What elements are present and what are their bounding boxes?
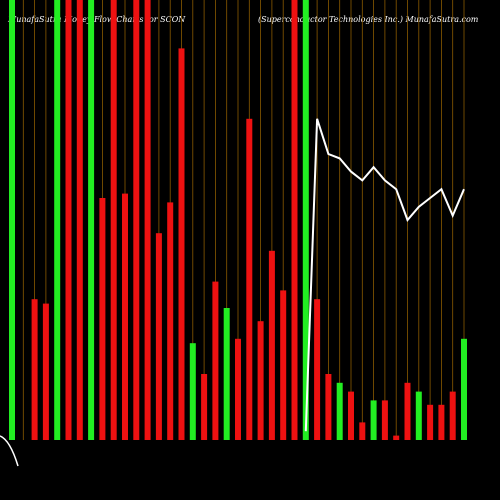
bar (133, 0, 140, 440)
bar (201, 374, 208, 440)
bar (381, 400, 388, 440)
bar (393, 435, 400, 440)
bar (291, 0, 298, 440)
bar (212, 281, 219, 440)
bar (314, 299, 321, 440)
bar (336, 382, 343, 440)
bar (99, 198, 106, 440)
bar (144, 0, 151, 440)
bar (268, 250, 275, 440)
bar (257, 321, 264, 440)
line (304, 118, 465, 432)
bar (461, 338, 467, 440)
bar (9, 0, 15, 440)
bar (438, 404, 445, 440)
bar (178, 48, 185, 441)
bar (189, 343, 196, 440)
bar (302, 0, 309, 440)
bar (348, 391, 354, 440)
bar (42, 303, 49, 440)
bar (223, 308, 230, 440)
bar (122, 193, 128, 440)
bar (280, 290, 287, 440)
bar (449, 391, 456, 440)
bar (415, 391, 422, 440)
decor-curve (0, 435, 19, 467)
bar (155, 233, 162, 440)
bar (54, 0, 61, 440)
bar (246, 118, 253, 441)
bar (359, 422, 366, 440)
bar (88, 0, 95, 440)
chart-subtitle: (Superconductor Technologies Inc.) Munaf… (258, 15, 479, 24)
bar (427, 404, 434, 440)
bar (370, 400, 377, 440)
bar (76, 0, 83, 440)
bar (110, 0, 117, 440)
bar (325, 374, 332, 440)
bar (31, 299, 38, 440)
bar (404, 382, 411, 440)
bar (235, 338, 241, 440)
bar (167, 202, 174, 440)
bar (65, 0, 72, 440)
chart-title: MunafaSutra Money Flow Charts for SCON (7, 15, 186, 24)
